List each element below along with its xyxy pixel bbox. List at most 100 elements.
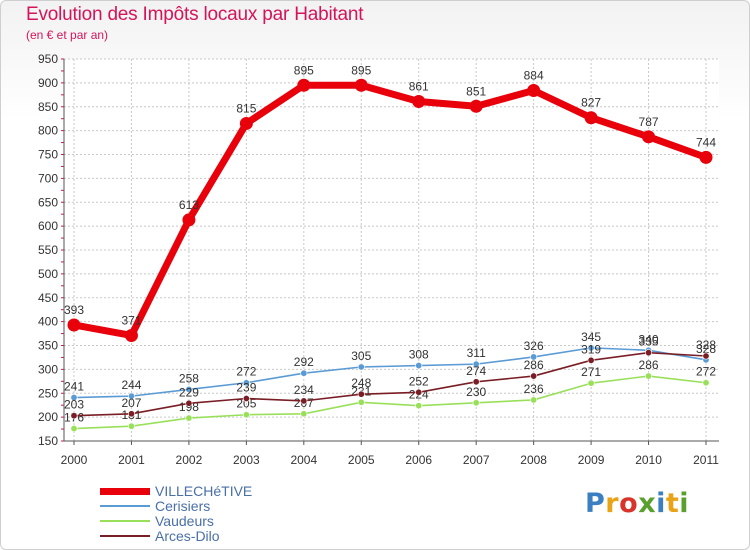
x-tick-label: 2011: [693, 453, 719, 467]
data-point: [530, 372, 538, 380]
data-label: 272: [696, 365, 716, 379]
data-label: 895: [294, 63, 314, 77]
data-label: 274: [466, 364, 486, 378]
data-point: [584, 111, 598, 125]
y-tick-label: 350: [38, 339, 58, 353]
x-tick-label: 2002: [176, 453, 203, 467]
y-tick-label: 700: [38, 171, 58, 185]
data-label: 203: [64, 398, 84, 412]
data-label: 248: [351, 376, 371, 390]
data-point: [415, 362, 423, 370]
data-label: 744: [696, 135, 716, 149]
data-point: [412, 94, 426, 108]
x-tick-label: 2005: [348, 453, 375, 467]
data-label: 241: [64, 380, 84, 394]
data-label: 311: [467, 346, 486, 360]
series-line-villechétive: [70, 81, 710, 339]
legend-label-villechetive: VILLECHéTIVE: [155, 483, 253, 499]
data-point: [645, 372, 653, 380]
data-point: [70, 412, 78, 420]
data-label: 230: [466, 385, 486, 399]
data-point: [185, 414, 193, 422]
x-tick-label: 2003: [233, 453, 260, 467]
data-point: [587, 379, 595, 387]
data-label: 205: [236, 397, 256, 411]
data-label: 308: [409, 348, 429, 362]
data-point: [642, 130, 656, 144]
data-point: [300, 410, 308, 418]
data-point: [702, 379, 710, 387]
x-tick-label: 2008: [520, 453, 547, 467]
data-point: [415, 402, 423, 410]
data-label: 861: [409, 79, 429, 93]
data-point: [699, 150, 713, 164]
logo-letter: t: [665, 488, 680, 519]
data-point: [70, 425, 78, 433]
logo-letter: o: [619, 488, 639, 519]
data-label: 239: [236, 381, 256, 395]
legend-swatch-vaudeurs: [100, 520, 150, 522]
data-point: [530, 353, 538, 361]
data-point: [124, 328, 138, 342]
data-label: 340: [639, 332, 659, 346]
data-label: 252: [409, 374, 429, 388]
data-point: [472, 399, 480, 407]
data-label: 258: [179, 371, 199, 385]
y-tick-label: 250: [38, 386, 58, 400]
data-point: [185, 399, 193, 407]
data-label: 305: [351, 349, 371, 363]
y-tick-label: 300: [38, 362, 58, 376]
data-label: 328: [696, 342, 716, 356]
proxiti-logo: Proxiti: [585, 488, 689, 519]
y-tick-label: 450: [38, 291, 58, 305]
x-tick-label: 2007: [463, 453, 490, 467]
chart-subtitle: (en € et par an): [26, 28, 109, 42]
series-line-arces-dilo: [73, 351, 707, 417]
data-label: 345: [581, 330, 601, 344]
y-tick-label: 400: [38, 315, 58, 329]
data-label: 613: [179, 198, 199, 212]
logo-letter: r: [605, 488, 620, 519]
logo-letter: P: [585, 488, 606, 519]
data-label: 895: [351, 63, 371, 77]
data-label: 229: [179, 385, 199, 399]
y-tick-label: 200: [38, 410, 58, 424]
y-tick-label: 650: [38, 195, 58, 209]
x-tick-label: 2000: [61, 453, 88, 467]
data-label: 272: [236, 365, 256, 379]
x-tick-label: 2004: [290, 453, 317, 467]
data-label: 371: [121, 313, 141, 327]
data-label: 335: [639, 335, 659, 349]
x-tick-label: 2001: [118, 453, 145, 467]
legend-swatch-cerisiers: [100, 505, 150, 507]
data-label: 319: [581, 342, 601, 356]
data-point: [645, 349, 653, 357]
data-point: [527, 84, 541, 98]
data-point: [297, 78, 311, 92]
data-label: 286: [524, 358, 544, 372]
data-point: [239, 116, 253, 130]
data-point: [242, 395, 250, 403]
data-label: 851: [466, 84, 486, 98]
data-point: [242, 379, 250, 387]
legend-swatch-villechetive: [100, 488, 150, 495]
data-label: 326: [524, 339, 544, 353]
data-point: [472, 360, 480, 368]
logo-letter: i: [679, 488, 690, 519]
data-point: [70, 394, 78, 402]
data-point: [587, 356, 595, 364]
y-tick-label: 600: [38, 219, 58, 233]
data-point: [300, 369, 308, 377]
data-point: [354, 78, 368, 92]
x-tick-label: 2010: [635, 453, 662, 467]
data-label: 787: [639, 115, 659, 129]
data-label: 271: [581, 365, 601, 379]
data-label: 884: [524, 69, 544, 83]
data-point: [127, 422, 135, 430]
series-line-cerisiers: [73, 347, 707, 399]
data-point: [127, 410, 135, 418]
data-point: [185, 385, 193, 393]
data-point: [530, 396, 538, 404]
data-point: [415, 388, 423, 396]
logo-letter: x: [638, 488, 657, 519]
